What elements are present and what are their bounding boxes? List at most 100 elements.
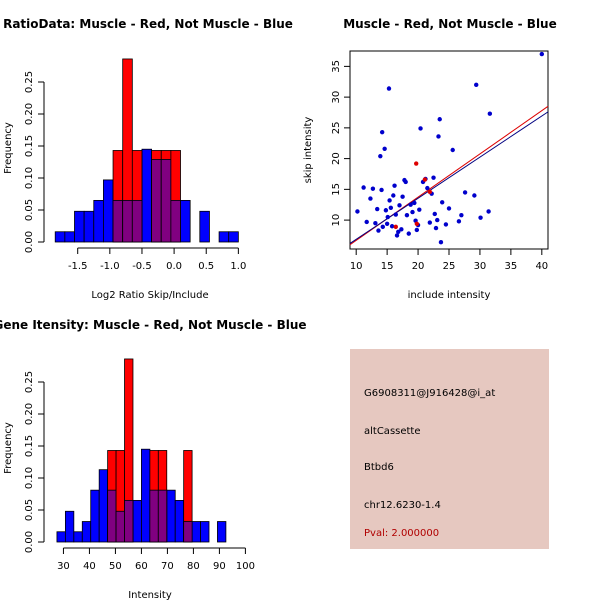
intensity-histogram-blue-bar [200, 521, 210, 543]
scatter-point-not-muscle [478, 215, 483, 220]
scatter-point-muscle [427, 189, 433, 195]
scatter-x-tick-label: 25 [443, 261, 456, 272]
scatter-point-not-muscle [364, 219, 369, 225]
scatter-point-muscle [414, 161, 419, 166]
intensity-histogram-y-tick-label: 0.05 [24, 499, 35, 521]
scatter-point-not-muscle [386, 86, 392, 91]
ratio-histogram-x-tick-label: 1.0 [230, 261, 246, 272]
ratio-histogram-overlap-bar [112, 199, 124, 243]
scatter-point-not-muscle [404, 212, 410, 218]
scatter-point-not-muscle [433, 225, 439, 231]
scatter-x-tick-label: 15 [381, 261, 394, 272]
intensity-histogram-x-tick-label: 100 [236, 561, 255, 572]
scatter-point-not-muscle [410, 209, 415, 215]
ratio-histogram-blue-bar [180, 199, 191, 243]
intensity-histogram-blue-bar [73, 531, 83, 543]
intensity-histogram-blue-bar [174, 499, 185, 543]
intensity-histogram-title: Gene Itensity: Muscle - Red, Not Muscle … [0, 318, 307, 332]
scatter-point-not-muscle [418, 126, 423, 131]
ratio-histogram-y-tick-label: 0.15 [24, 135, 35, 157]
scatter-point-not-muscle [385, 214, 390, 220]
probe-id-text: G6908311@J916428@i_at [364, 388, 495, 399]
scatter-point-not-muscle [412, 200, 417, 206]
scatter-point-not-muscle [438, 240, 444, 245]
intensity-histogram-blue-bar [64, 510, 75, 543]
intensity-histogram-blue-bar [98, 469, 109, 543]
scatter-y-tick-label: 30 [331, 91, 342, 104]
scatter-point-not-muscle [539, 51, 545, 57]
ratio-histogram-y-tick-label: 0.20 [24, 103, 35, 125]
scatter-point-not-muscle [417, 207, 422, 212]
scatter-y-tick-label: 35 [331, 60, 342, 73]
intensity-histogram-overlap-bar [107, 489, 117, 543]
scatter-point-not-muscle [431, 175, 436, 180]
ratio-histogram-y-tick-label: 0.00 [24, 231, 35, 253]
scatter-fit-lines [349, 105, 549, 246]
scatter-point-not-muscle [486, 209, 491, 214]
intensity-histogram-blue-bar [132, 499, 142, 543]
scatter-point-not-muscle [384, 221, 390, 226]
intensity-histogram-blue-bar [217, 521, 227, 543]
ratio-histogram-overlap-bar [122, 199, 133, 243]
ratio-histogram-blue-bar [74, 210, 85, 243]
info-panel-background [350, 349, 549, 549]
scatter-point-not-muscle [387, 198, 392, 203]
scatter-point-not-muscle [391, 193, 396, 198]
intensity-histogram-y-tick-label: 0.25 [24, 371, 35, 393]
scatter-point-not-muscle [370, 186, 376, 191]
scatter-ylabel: skip intensity [303, 117, 314, 184]
scatter-point-not-muscle [355, 209, 360, 214]
intensity-histogram: Gene Itensity: Muscle - Red, Not Muscle … [0, 318, 307, 600]
scatter-y-tick-label: 20 [331, 152, 342, 165]
ratio-histogram-blue-bar [93, 199, 104, 243]
scatter-point-not-muscle [474, 82, 479, 88]
ratio-histogram-blue-bar [218, 231, 230, 243]
scatter-point-not-muscle [435, 217, 440, 223]
intensity-histogram-x-tick-label: 50 [109, 561, 122, 572]
scatter-x-tick-label: 35 [505, 261, 518, 272]
intensity-histogram-x-tick-label: 80 [187, 561, 200, 572]
scatter-point-not-muscle [373, 220, 378, 226]
intensity-histogram-y-tick-label: 0.10 [24, 467, 35, 489]
intensity-histogram-blue-bar [56, 531, 66, 543]
intensity-histogram-bars [56, 358, 227, 543]
scatter-y-tick-label: 25 [331, 121, 342, 134]
intensity-scatter: Muscle - Red, Not Muscle - Blue 10 15 20 25… [303, 17, 557, 301]
scatter-point-not-muscle [382, 146, 387, 151]
scatter-point-not-muscle [432, 211, 437, 217]
ratio-histogram-x-tick-label: -1.5 [68, 261, 88, 272]
intensity-histogram-x-tick-label: 60 [135, 561, 148, 572]
ratio-histogram-blue-bar [64, 231, 75, 243]
intensity-histogram-x-tick-label: 30 [57, 561, 70, 572]
intensity-histogram-blue-bar [81, 521, 92, 543]
scatter-point-muscle [422, 177, 428, 182]
scatter-point-not-muscle [436, 134, 441, 139]
scatter-point-not-muscle [408, 202, 413, 207]
ratio-histogram-bars [54, 58, 239, 243]
scatter-point-not-muscle [400, 194, 405, 199]
ratio-histogram-blue-bar [228, 231, 239, 243]
ratio-histogram-x-tick-label: 0.5 [198, 261, 214, 272]
location-text: chr12.6230-1.4 [364, 500, 441, 511]
intensity-histogram-x-tick-label: 40 [83, 561, 96, 572]
scatter-x-tick-label: 40 [535, 261, 548, 272]
scatter-points [355, 51, 545, 245]
scatter-title: Muscle - Red, Not Muscle - Blue [343, 17, 557, 31]
scatter-y-tick-label: 15 [331, 183, 342, 196]
scatter-point-not-muscle [406, 231, 411, 236]
scatter-point-not-muscle [403, 179, 408, 185]
scatter-xlabel: include intensity [408, 290, 491, 301]
event-type-text: altCassette [364, 426, 421, 437]
ratio-histogram-overlap-bar [151, 159, 162, 243]
scatter-point-not-muscle [443, 222, 449, 227]
scatter-plot-box [349, 50, 549, 250]
scatter-point-not-muscle [396, 229, 401, 234]
intensity-histogram-blue-bar [90, 489, 100, 543]
scatter-point-not-muscle [456, 219, 462, 224]
scatter-point-not-muscle [462, 190, 468, 195]
ratio-histogram-axes: -1.5 -1.0 -0.5 0.0 0.5 1.0 0.00 0.05 0.10 0.15 0.2… [24, 71, 246, 272]
ratio-histogram-xlabel: Log2 Ratio Skip/Include [91, 290, 208, 301]
gene-name-text: Btbd6 [364, 462, 394, 473]
scatter-point-not-muscle [379, 129, 385, 135]
intensity-histogram-blue-bar [166, 489, 176, 543]
